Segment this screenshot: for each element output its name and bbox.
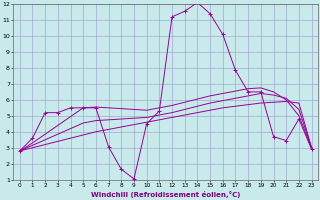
X-axis label: Windchill (Refroidissement éolien,°C): Windchill (Refroidissement éolien,°C) bbox=[91, 191, 240, 198]
